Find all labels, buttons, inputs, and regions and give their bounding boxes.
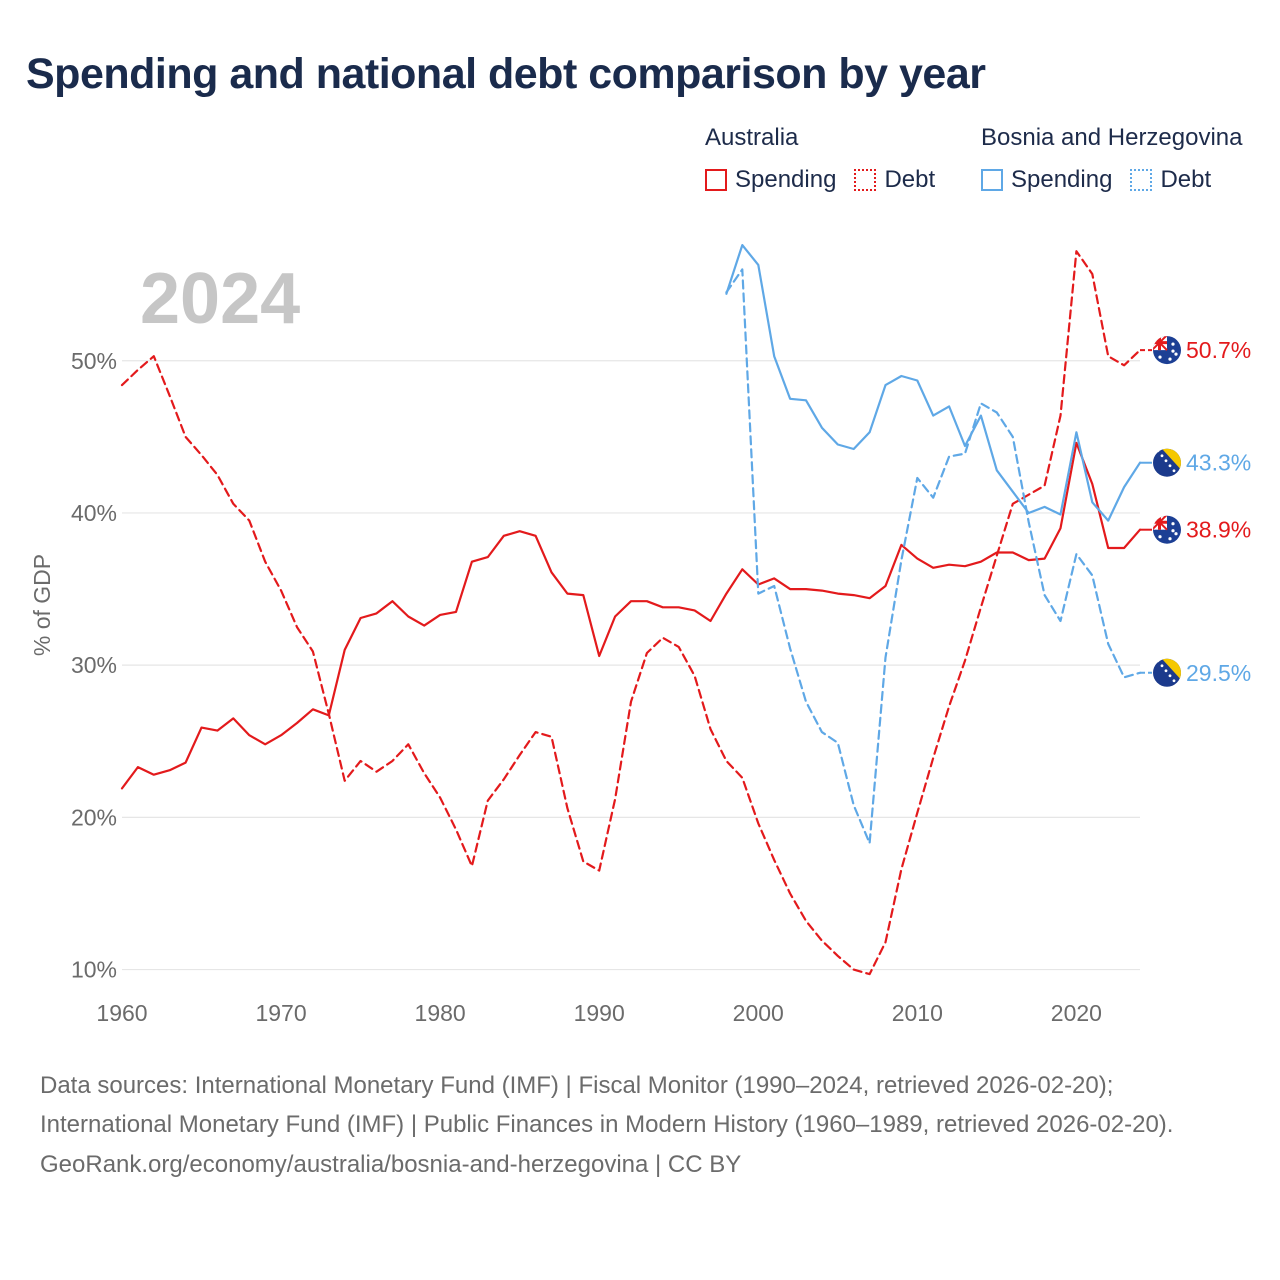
flag-star [1168, 357, 1172, 361]
x-tick-label: 1980 [415, 1000, 466, 1026]
flag-body [1153, 515, 1181, 544]
legend-group-australia: Australia Spending Debt [705, 124, 953, 194]
y-axis-label: % of GDP [29, 554, 55, 656]
y-tick-label: 50% [71, 348, 117, 374]
flag-star [1160, 454, 1164, 458]
x-axis: 1960 1970 1980 1990 2000 2010 2020 [96, 1000, 1102, 1026]
x-tick-label: 1970 [255, 1000, 306, 1026]
legend-item-bosnia-spending[interactable]: Spending [981, 166, 1112, 194]
line-chart: 10% 20% 30% 40% 50% 1960 1970 1980 1990 2000 2010… [29, 244, 1251, 1026]
flag-triangle [1161, 448, 1181, 471]
x-tick-label: 1990 [574, 1000, 625, 1026]
flag-star [1156, 659, 1160, 663]
legend-label: Debt [884, 166, 936, 193]
year-overlay: 2024 [140, 259, 301, 339]
bosnia-flag-icon [1153, 448, 1181, 477]
flag-star [1174, 532, 1178, 536]
legend-label: Spending [735, 166, 837, 193]
flag-triangle [1161, 658, 1181, 681]
flag-star [1171, 342, 1175, 346]
flag-star [1156, 449, 1160, 453]
gridlines [122, 360, 1140, 971]
data-sources: Data sources: International Monetary Fun… [40, 1072, 1174, 1138]
footer: Data sources: International Monetary Fun… [40, 1066, 1250, 1184]
y-tick-label: 10% [71, 957, 117, 983]
end-value-label: 50.7% [1186, 337, 1251, 363]
flag-body [1153, 336, 1181, 365]
flag-star [1171, 349, 1175, 353]
flag-body [1153, 658, 1181, 687]
flag-star [1164, 669, 1168, 673]
flag-star [1160, 664, 1164, 668]
legend-group-bosnia: Bosnia and Herzegovina Spending Debt [981, 124, 1243, 194]
x-tick-label: 2010 [892, 1000, 943, 1026]
chart-title: Spending and national debt comparison by… [26, 50, 986, 98]
bosnia-flag-icon [1153, 658, 1181, 687]
flag-star [1172, 469, 1176, 473]
legend-swatch-solid [705, 169, 727, 191]
flag-star [1174, 352, 1178, 356]
series-line-bosnia-and-herzegovina-debt [725, 268, 1142, 845]
legend-swatch-dotted [1130, 169, 1153, 191]
y-tick-label: 30% [71, 652, 117, 678]
legend-item-bosnia-debt[interactable]: Debt [1130, 166, 1211, 194]
end-value-label: 43.3% [1186, 450, 1251, 476]
series-lines [120, 244, 1142, 976]
credit-link[interactable]: GeoRank.org/economy/australia/bosnia-and… [40, 1151, 742, 1178]
end-value-label: 29.5% [1186, 660, 1251, 686]
legend-heading-bosnia: Bosnia and Herzegovina [981, 124, 1243, 151]
flag-star [1168, 537, 1172, 541]
legend-item-australia-spending[interactable]: Spending [705, 166, 836, 194]
series-line-australia-debt [120, 250, 1142, 976]
y-tick-label: 20% [71, 804, 117, 830]
x-tick-label: 2000 [733, 1000, 784, 1026]
x-tick-label: 1960 [96, 1000, 147, 1026]
flag-star [1168, 674, 1172, 678]
flag-star [1172, 679, 1176, 683]
legend-heading-australia: Australia [705, 124, 799, 151]
series-line-australia-spending [120, 441, 1142, 790]
flag-star [1171, 529, 1175, 533]
end-value-label: 38.9% [1186, 517, 1251, 543]
flag-star [1164, 459, 1168, 463]
flag-star [1158, 535, 1162, 539]
legend-swatch-solid [981, 169, 1003, 191]
flag-star [1158, 355, 1162, 359]
x-tick-label: 2020 [1051, 1000, 1102, 1026]
australia-flag-icon [1153, 336, 1181, 365]
y-tick-label: 40% [71, 500, 117, 526]
flag-body [1153, 448, 1181, 477]
flag-star [1168, 464, 1172, 468]
legend-item-australia-debt[interactable]: Debt [854, 166, 935, 194]
series-line-bosnia-and-herzegovina-spending [725, 244, 1142, 522]
flag-star [1171, 522, 1175, 526]
series-end-labels: 38.9% 50.7% 43.3% 29.5% [1140, 336, 1251, 687]
australia-flag-icon [1153, 515, 1181, 544]
y-axis: 10% 20% 30% 40% 50% [71, 348, 117, 983]
legend-label: Debt [1160, 166, 1212, 193]
legend-swatch-dotted [854, 169, 877, 191]
legend-label: Spending [1011, 166, 1113, 193]
